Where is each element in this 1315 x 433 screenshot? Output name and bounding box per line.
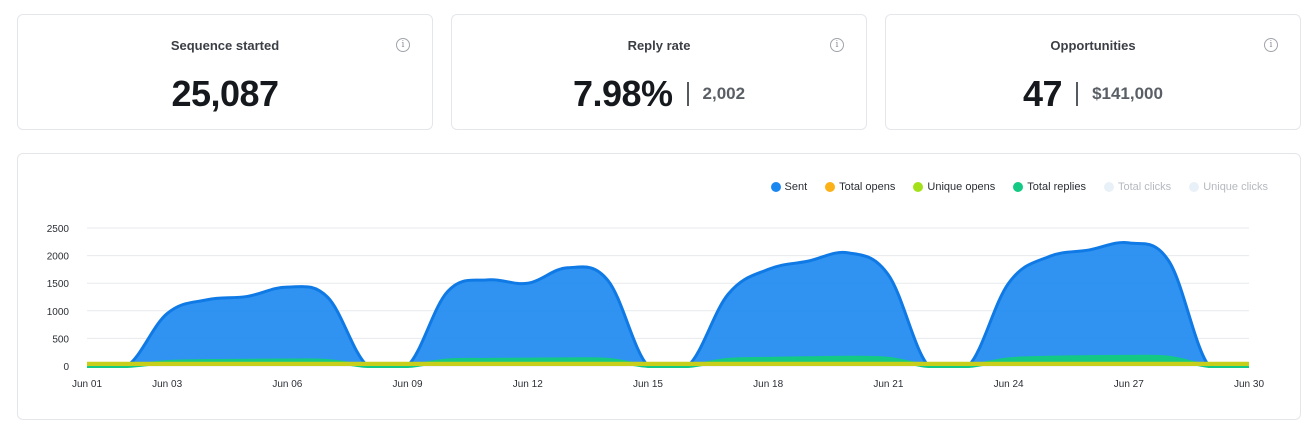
x-tick-label: Jun 01 (72, 379, 102, 390)
x-tick-label: Jun 24 (994, 379, 1024, 390)
kpi-divider (686, 82, 689, 106)
kpi-card-reply-rate: Reply rate i 7.98% 2,002 (451, 14, 867, 130)
legend-label: Unique opens (927, 181, 996, 193)
x-tick-label: Jun 03 (152, 379, 182, 390)
kpi-value: 7.98% (572, 73, 673, 114)
legend-label: Total clicks (1118, 181, 1172, 193)
x-tick-label: Jun 15 (633, 379, 663, 390)
kpi-label: Opportunities (1050, 38, 1136, 53)
kpi-label: Reply rate (627, 38, 691, 53)
kpi-value-row: 47 $141,000 (886, 73, 1300, 115)
kpi-card-opportunities: Opportunities i 47 $141,000 (885, 14, 1301, 130)
y-tick-label: 2500 (47, 224, 70, 235)
legend-dot (1189, 182, 1200, 192)
y-tick-label: 0 (63, 362, 69, 373)
info-icon[interactable]: i (396, 38, 410, 52)
y-tick-label: 500 (52, 334, 69, 345)
kpi-card-sequence-started: Sequence started i 25,087 (17, 14, 433, 130)
kpi-subvalue: 2,002 (702, 84, 746, 103)
x-tick-label: Jun 27 (1114, 379, 1144, 390)
legend-item-unique-clicks[interactable]: Unique clicks (1189, 181, 1268, 193)
legend-dot (913, 182, 924, 192)
x-tick-label: Jun 18 (753, 379, 783, 390)
kpi-label: Sequence started (170, 38, 280, 53)
y-tick-label: 1000 (47, 307, 70, 318)
legend-label: Total replies (1027, 181, 1086, 193)
legend-dot (825, 182, 836, 192)
legend-item-total-opens[interactable]: Total opens (825, 181, 895, 193)
legend-item-total-clicks[interactable]: Total clicks (1104, 181, 1171, 193)
legend-dot (770, 182, 781, 192)
x-axis: Jun 01 Jun 03 Jun 06 Jun 09 Jun 12 Jun 15 Jun … (72, 379, 1264, 390)
kpi-value: 47 (1023, 73, 1063, 114)
y-axis: 0 500 1000 1500 2000 2500 (47, 224, 70, 373)
kpi-divider (1076, 82, 1079, 106)
activity-chart-card: Sent Total opens Unique opens Total repl… (17, 153, 1301, 420)
kpi-subvalue: $141,000 (1092, 84, 1163, 103)
chart-areas (87, 241, 1249, 368)
x-tick-label: Jun 30 (1234, 379, 1264, 390)
kpi-value-row: 25,087 (18, 73, 432, 115)
legend-dot (1104, 182, 1114, 192)
legend-item-unique-opens[interactable]: Unique opens (913, 181, 995, 193)
kpi-value: 25,087 (171, 73, 279, 114)
kpi-value-row: 7.98% 2,002 (452, 73, 866, 115)
legend-item-total-replies[interactable]: Total replies (1013, 181, 1086, 193)
info-icon[interactable]: i (830, 38, 844, 52)
y-tick-label: 1500 (47, 279, 70, 290)
x-tick-label: Jun 21 (873, 379, 903, 390)
chart-legend: Sent Total opens Unique opens Total repl… (753, 181, 1268, 193)
x-tick-label: Jun 09 (393, 379, 423, 390)
area-sent (87, 242, 1249, 366)
legend-label: Unique clicks (1203, 181, 1268, 193)
x-tick-label: Jun 06 (272, 379, 302, 390)
legend-label: Sent (784, 181, 808, 193)
legend-label: Total opens (839, 181, 896, 193)
legend-item-sent[interactable]: Sent (770, 181, 808, 193)
x-tick-label: Jun 12 (513, 379, 543, 390)
y-tick-label: 2000 (47, 252, 70, 263)
info-icon[interactable]: i (1264, 38, 1278, 52)
legend-dot (1013, 182, 1024, 192)
